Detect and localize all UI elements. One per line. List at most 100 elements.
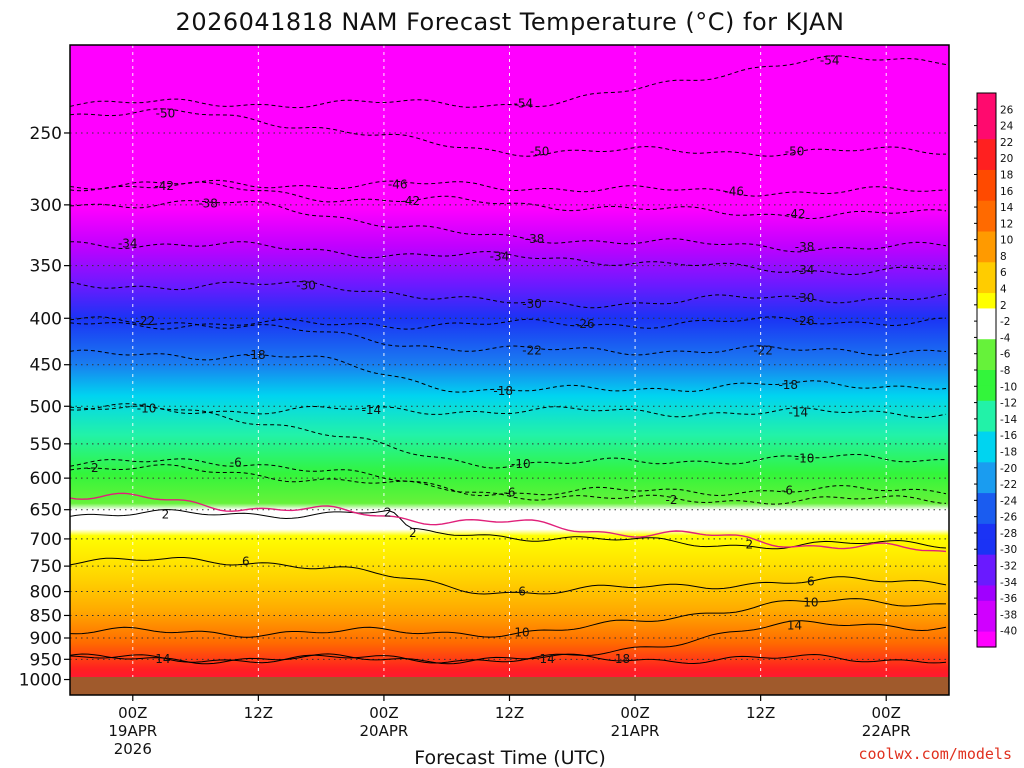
colorbar-label: 26 [1000,104,1014,116]
colorbar-swatch [977,246,996,263]
colorbar-label: -40 [1000,626,1017,638]
colorbar-label: -10 [1000,381,1017,393]
colorbar-swatch [977,600,996,617]
x-tick-label: 2026 [114,740,152,758]
contour-label: -34 [490,250,510,264]
source-watermark: coolwx.com/models [858,745,1012,763]
colorbar-swatch [977,585,996,602]
isotherm-minus18 [70,349,947,393]
contour-label: 10 [514,625,529,639]
y-tick-label: 1000 [19,671,62,691]
contour-label: 6 [807,575,815,589]
contour-label: -26 [795,314,815,328]
contour-label: 6 [242,554,250,568]
y-tick-label: 950 [30,650,62,670]
isotherm-plus18 [70,653,947,665]
colorbar-label: 6 [1000,267,1007,279]
colorbar-label: 22 [1000,137,1013,149]
colorbar-swatch [977,231,996,248]
colorbar-swatch [977,370,996,386]
chart-title: 2026041818 NAM Forecast Temperature (°C)… [176,8,845,36]
colorbar-label: -36 [1000,593,1017,605]
contour-label: -50 [785,144,805,158]
pressure-axis: 250 300 350 400 450 500 550 600 650 700 750 800 850 9… [19,124,70,691]
contour-label: -30 [296,278,316,292]
contour-label: -30 [522,297,542,311]
colorbar-label: 10 [1000,235,1013,247]
colorbar-swatch [977,631,996,648]
y-tick-label: 550 [30,435,62,455]
grid-lines [70,45,949,695]
contour-label: -14 [362,403,382,417]
contour-label: -42 [400,194,420,208]
contour-label: -22 [753,343,773,357]
colorbar-label: 14 [1000,202,1014,214]
colorbar-legend: 26 24 22 20 18 16 14 12 10 8 6 4 2 -2 -4 -6 -8 -10 -12 -14 -… [974,92,1017,648]
colorbar-swatch [977,200,996,217]
contour-label: -18 [246,348,266,362]
ground-below-surface [70,677,949,695]
colorbar-label: -22 [1000,479,1017,491]
contour-label: -6 [230,456,242,470]
contour-label: -30 [795,291,815,305]
isotherm-minus42 [70,181,947,219]
colorbar-label: 16 [1000,186,1014,198]
colorbar-swatch [977,431,996,448]
colorbar-swatch [977,154,996,171]
isotherm-minus46 [70,179,947,197]
y-tick-label: 350 [30,257,62,277]
colorbar-label: -38 [1000,609,1017,621]
contour-label: -54 [820,53,840,67]
x-tick-label: 00Z [369,704,398,722]
contour-label: -42 [154,179,174,193]
y-tick-label: 600 [30,469,62,489]
colorbar-swatch [977,446,996,463]
isotherm-plus6 [70,557,947,595]
colorbar-label: -8 [1000,365,1010,377]
plot-area [70,45,949,695]
isotherm-minus2 [70,464,947,505]
colorbar-swatch [977,385,996,402]
colorbar-label: -12 [1000,398,1017,410]
x-tick-label: 00Z [620,704,649,722]
colorbar-swatch [977,293,996,310]
contour-label: 6 [518,585,526,599]
contour-label: -14 [789,406,809,420]
contour-label: 2 [384,506,392,520]
colorbar-label: -6 [1000,349,1011,361]
colorbar-label: 20 [1000,153,1013,165]
isotherm-minus14 [70,405,947,419]
colorbar-label: -30 [1000,544,1017,556]
colorbar-label: 8 [1000,251,1007,263]
colorbar-swatch [977,554,996,571]
contour-label: -22 [136,314,156,328]
colorbar-label: -28 [1000,528,1017,540]
contour-label: -38 [525,232,545,246]
y-tick-label: 700 [30,530,62,550]
x-tick-label: 21APR [611,722,660,740]
colorbar-swatch [977,277,996,294]
colorbar-swatch [977,123,996,140]
isotherm-minus50 [70,108,947,157]
x-axis-label: Forecast Time (UTC) [414,747,605,768]
contour-label: -42 [786,207,806,221]
colorbar-label: -14 [1000,414,1017,426]
colorbar-swatch [977,323,996,340]
colorbar-swatch [977,185,996,202]
contour-label: -2 [87,461,99,475]
contour-label: -34 [118,237,138,251]
colorbar-swatch [977,93,996,109]
colorbar-swatch [977,462,996,479]
isotherm-minus10 [70,403,947,469]
y-tick-label: 800 [30,583,62,603]
contour-label: 14 [787,619,802,633]
colorbar-swatch [977,523,996,540]
colorbar-label: -26 [1000,512,1017,524]
contour-label: 18 [615,652,630,666]
contour-label: -38 [198,197,218,211]
colorbar-label: -20 [1000,463,1017,475]
contour-label: -50 [530,144,550,158]
isotherm-plus2 [70,508,947,550]
colorbar-label: 2 [1000,300,1007,312]
